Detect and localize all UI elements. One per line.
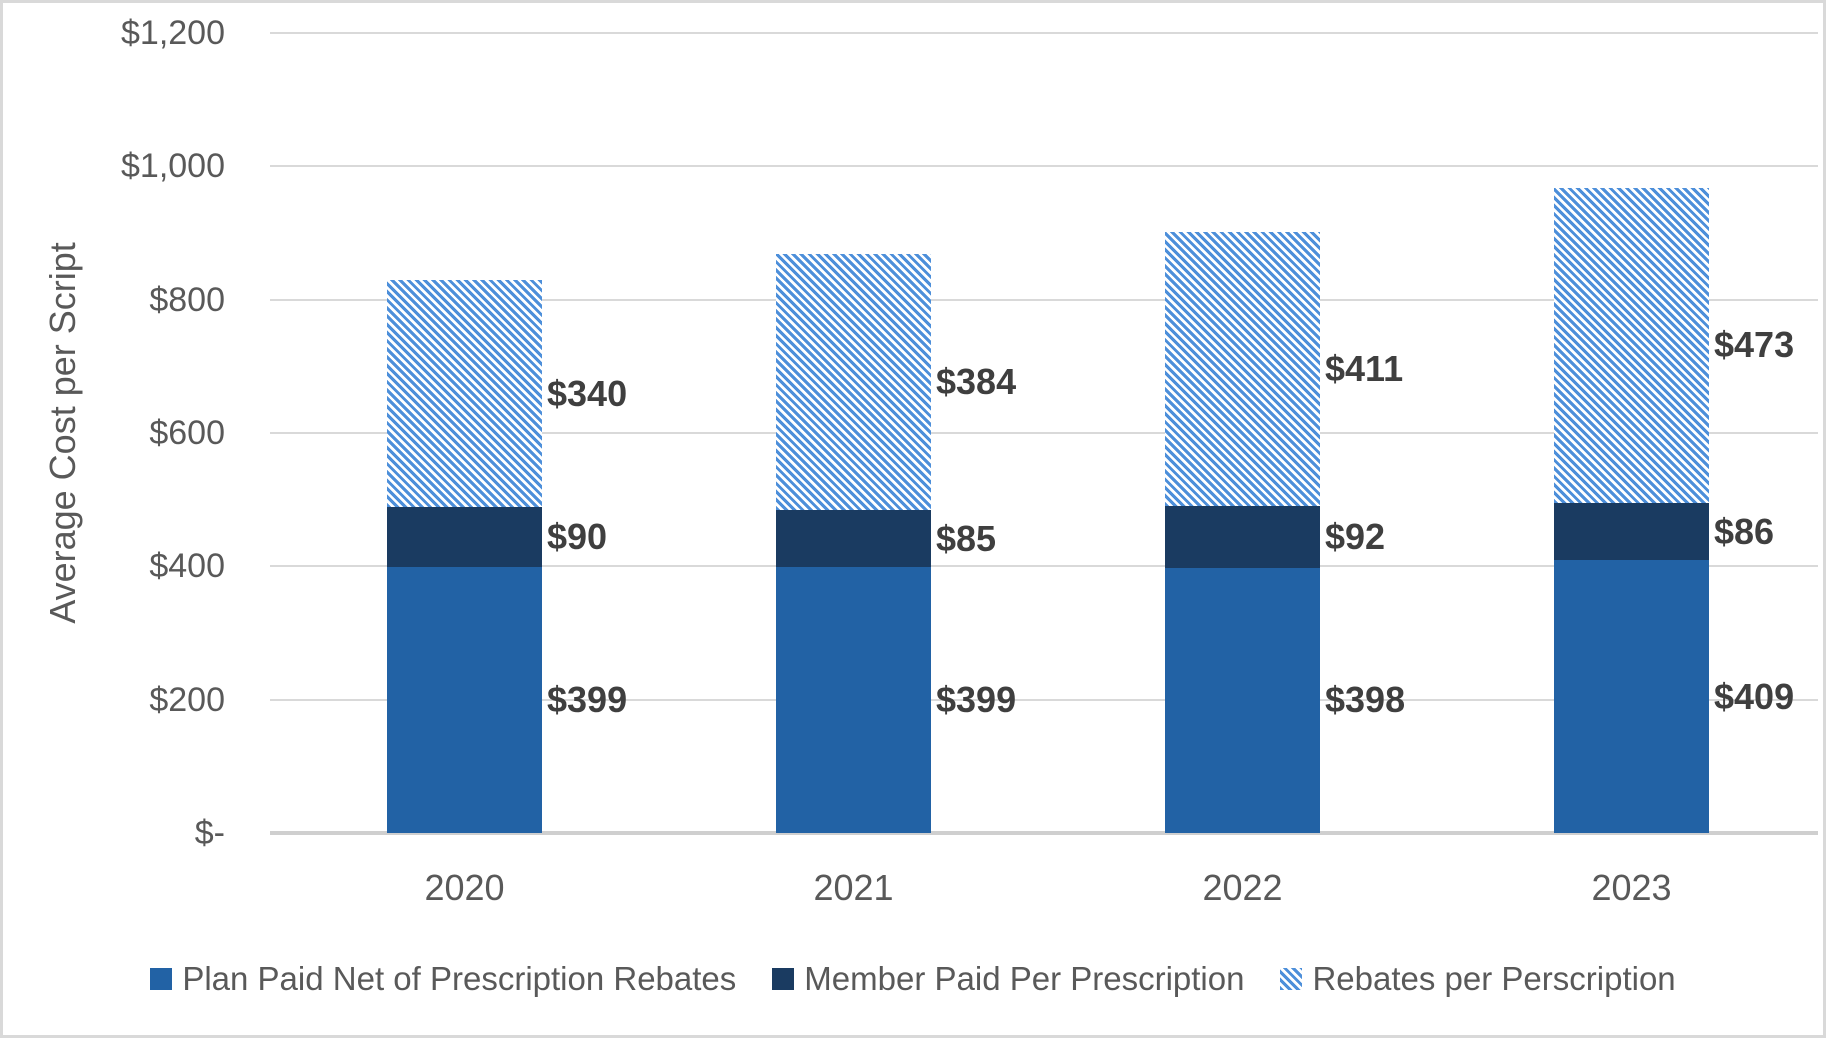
bar-segment-rebates-per-perscription bbox=[776, 254, 931, 511]
y-tick-label: $- bbox=[194, 814, 225, 852]
data-label: $85 bbox=[936, 517, 997, 559]
y-tick-label: $1,200 bbox=[121, 14, 225, 52]
y-tick-label: $200 bbox=[149, 680, 225, 719]
gridline bbox=[270, 698, 1818, 701]
x-category-label: 2020 bbox=[424, 867, 505, 908]
bar-segment-member-paid-per-prescription bbox=[1554, 503, 1709, 561]
gridline bbox=[270, 432, 1818, 434]
bar-segment-rebates-per-perscription bbox=[1554, 187, 1709, 503]
legend: Plan Paid Net of Prescription Rebates Mem… bbox=[3, 951, 1823, 1007]
x-category-label: 2022 bbox=[1202, 867, 1283, 908]
x-axis-line bbox=[270, 831, 1818, 835]
legend-label: Member Paid Per Prescription bbox=[804, 960, 1245, 997]
bar-segment-member-paid-per-prescription bbox=[1165, 506, 1320, 568]
data-label: $399 bbox=[936, 679, 1017, 720]
gridline bbox=[270, 298, 1818, 301]
y-tick-label: $800 bbox=[149, 280, 225, 319]
gridline bbox=[270, 565, 1818, 568]
bar-segment-member-paid-per-prescription bbox=[776, 510, 931, 567]
data-label: $399 bbox=[547, 679, 628, 720]
data-label: $86 bbox=[1714, 510, 1775, 552]
bar-segment-plan-paid-net-of-prescription-rebates bbox=[1554, 560, 1709, 833]
bar-segment-plan-paid-net-of-prescription-rebates bbox=[387, 567, 542, 833]
bar-segment-rebates-per-perscription bbox=[387, 280, 542, 507]
data-label: $90 bbox=[547, 516, 608, 557]
solid-swatch-icon bbox=[150, 968, 173, 990]
y-tick-label: $600 bbox=[149, 414, 225, 452]
bar-segment-rebates-per-perscription bbox=[1165, 232, 1320, 507]
legend-item-rebates-per-perscription: Rebates per Perscription bbox=[1280, 960, 1676, 998]
data-label: $409 bbox=[1714, 675, 1795, 717]
gridline bbox=[270, 32, 1818, 34]
gridline bbox=[270, 165, 1818, 168]
y-tick-label: $1,000 bbox=[121, 147, 225, 186]
data-label: $398 bbox=[1325, 679, 1406, 721]
data-label: $473 bbox=[1714, 324, 1795, 366]
solid-swatch-icon bbox=[772, 968, 795, 990]
x-category-label: 2023 bbox=[1591, 867, 1672, 908]
data-label: $92 bbox=[1325, 516, 1386, 557]
bar-segment-member-paid-per-prescription bbox=[387, 507, 542, 567]
hatched-swatch-icon bbox=[1280, 968, 1303, 990]
bar-segment-plan-paid-net-of-prescription-rebates bbox=[776, 567, 931, 833]
legend-item-plan-paid-net-of-prescription-rebates: Plan Paid Net of Prescription Rebates bbox=[150, 960, 736, 998]
data-label: $384 bbox=[936, 361, 1017, 403]
data-label: $340 bbox=[547, 372, 628, 414]
legend-item-member-paid-per-prescription: Member Paid Per Prescription bbox=[772, 960, 1244, 998]
legend-label: Plan Paid Net of Prescription Rebates bbox=[182, 960, 737, 997]
bar-segment-plan-paid-net-of-prescription-rebates bbox=[1165, 567, 1320, 833]
data-label: $411 bbox=[1325, 348, 1404, 390]
legend-label: Rebates per Perscription bbox=[1312, 960, 1676, 997]
y-tick-label: $400 bbox=[149, 547, 225, 586]
x-category-label: 2021 bbox=[813, 867, 894, 908]
